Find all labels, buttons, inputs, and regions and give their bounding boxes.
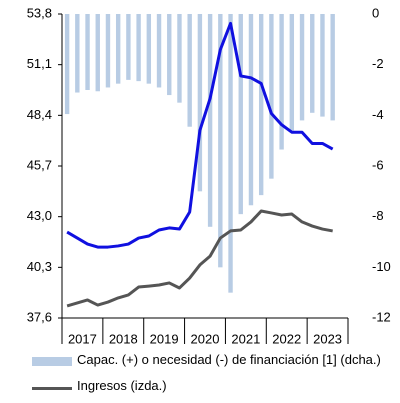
bar	[146, 14, 152, 84]
bar	[269, 14, 274, 179]
bar	[299, 14, 305, 121]
y-tick-label: 45,7	[27, 157, 52, 172]
y2-tick-label: -2	[372, 56, 384, 71]
bar	[115, 14, 121, 84]
line	[66, 209, 333, 308]
bar	[258, 14, 264, 196]
y-tick-label: 53,8	[27, 5, 52, 20]
legend-label: Capac. (+) o necesidad (-) de financiaci…	[77, 352, 381, 367]
bar	[156, 14, 162, 88]
bar	[279, 14, 284, 150]
bar	[218, 14, 223, 268]
legend-swatch	[32, 387, 72, 390]
x-tick-label: 2017	[68, 331, 97, 346]
x-tick-label: 2018	[109, 331, 138, 346]
bar	[64, 14, 70, 115]
line	[66, 21, 334, 249]
y2-tick-label: -4	[372, 107, 384, 122]
bar	[228, 14, 233, 293]
bar	[207, 14, 213, 227]
y-tick-label: 48,4	[27, 107, 52, 122]
bar	[289, 14, 295, 131]
x-tick-label: 2021	[231, 331, 260, 346]
bar	[167, 14, 172, 96]
y2-tick-label: -12	[372, 309, 391, 324]
bar	[238, 14, 243, 215]
bar	[75, 14, 80, 93]
y2-tick-label: 0	[372, 5, 379, 20]
bar	[310, 14, 315, 113]
bar	[177, 14, 182, 103]
bar	[248, 14, 254, 206]
bar	[126, 14, 131, 80]
bar	[85, 14, 90, 90]
x-tick-label: 2022	[272, 331, 301, 346]
bar	[105, 14, 111, 88]
y-tick-label: 43,0	[27, 208, 52, 223]
bar	[95, 14, 100, 92]
y-tick-label: 40,3	[27, 259, 52, 274]
y-tick-label: 51,1	[27, 56, 52, 71]
legend-swatch	[32, 357, 72, 366]
bar	[136, 14, 141, 82]
bar	[187, 14, 192, 127]
chart: 37,6 40,3 43,0 45,7 48,4 51,1 53,8 0 -2 -4 -6 -8 -10…	[27, 5, 391, 346]
x-tick-label: 2019	[150, 331, 179, 346]
y2-tick-label: -8	[372, 208, 384, 223]
legend-label: Ingresos (izda.)	[77, 378, 167, 393]
y2-tick-label: -6	[372, 157, 384, 172]
y-tick-label: 37,6	[27, 309, 52, 324]
x-tick-label: 2023	[313, 331, 342, 346]
bar	[197, 14, 203, 192]
x-tick-label: 2020	[191, 331, 220, 346]
bar	[320, 14, 325, 117]
bar	[330, 14, 335, 121]
y2-tick-label: -10	[372, 259, 391, 274]
